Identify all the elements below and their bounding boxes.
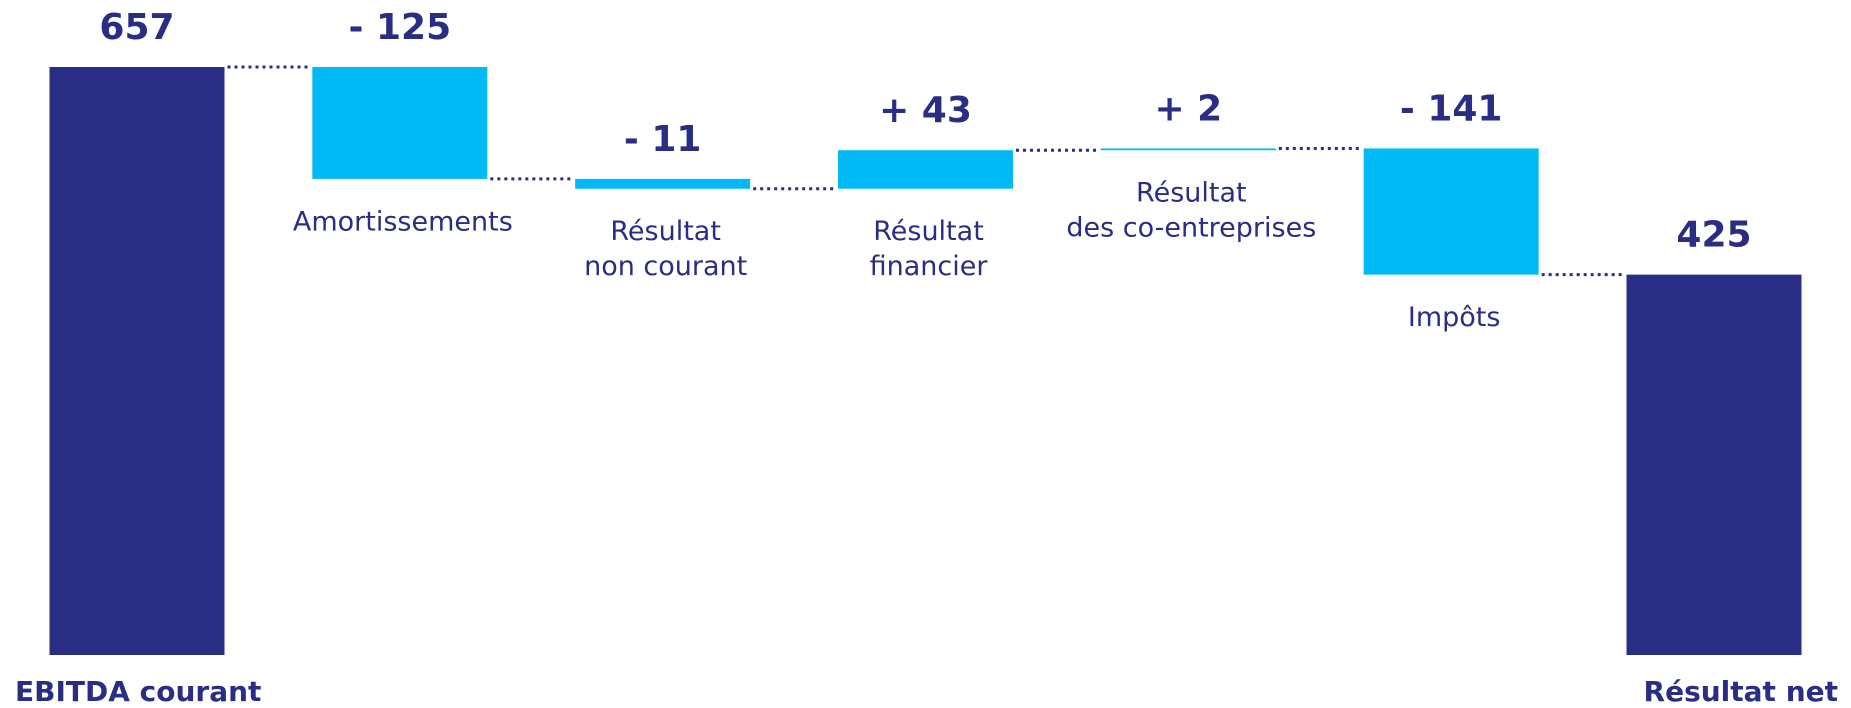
category-label: Résultat net xyxy=(1644,675,1838,708)
value-label: - 125 xyxy=(349,7,452,48)
bar xyxy=(838,150,1013,189)
bar xyxy=(312,67,488,179)
bar xyxy=(1363,148,1539,275)
category-label: Impôts xyxy=(1408,302,1501,333)
bar xyxy=(1100,148,1276,151)
category-label: EBITDA courant xyxy=(15,675,261,708)
category-label: Amortissements xyxy=(293,206,513,237)
value-label: - 11 xyxy=(624,119,702,160)
value-label: - 141 xyxy=(1400,88,1503,129)
category-label: Résultat xyxy=(1136,178,1247,209)
bar xyxy=(1626,274,1802,655)
category-label: des co-entreprises xyxy=(1066,213,1316,244)
value-label: 425 xyxy=(1676,215,1751,256)
category-label: Résultat xyxy=(873,216,984,247)
bar xyxy=(49,67,225,655)
category-label: non courant xyxy=(584,251,747,282)
category-label: financier xyxy=(870,251,989,282)
value-label: + 43 xyxy=(879,90,972,131)
value-label: + 2 xyxy=(1154,88,1222,129)
category-label: Résultat xyxy=(610,216,721,247)
bar xyxy=(575,178,751,189)
value-label: 657 xyxy=(99,7,174,48)
